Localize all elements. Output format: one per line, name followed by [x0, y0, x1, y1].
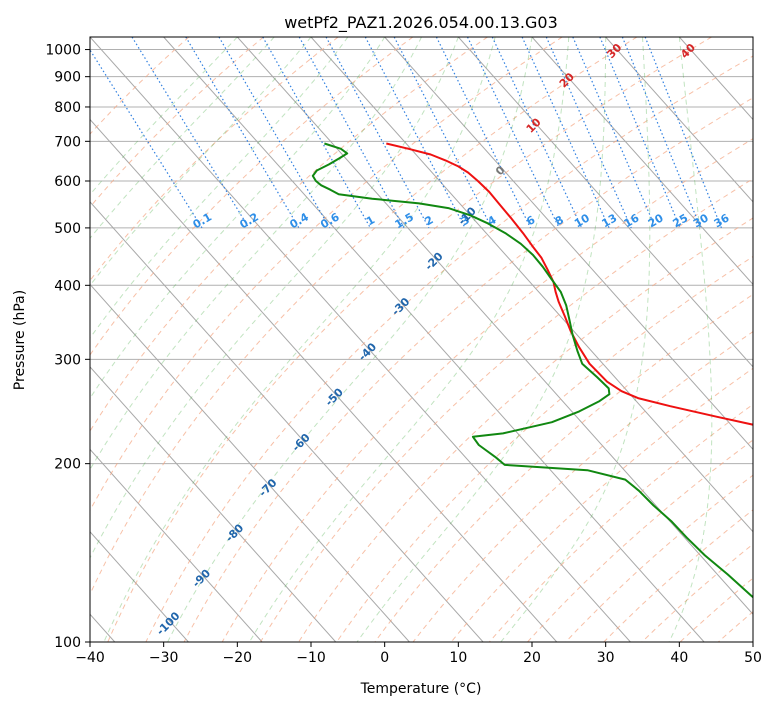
x-tick-label: 40: [670, 650, 688, 666]
isotherm-line: [236, 37, 753, 616]
moist-adiabat-line: [90, 37, 312, 287]
chart-title: wetPf2_PAZ1.2026.054.00.13.G03: [284, 13, 558, 33]
dry-adiabat-line: [298, 217, 753, 642]
mixing-ratio-line: [599, 37, 681, 229]
isotherm-line: [90, 531, 189, 642]
isotherm-line: [457, 37, 753, 368]
y-tick-label: 600: [54, 174, 81, 190]
isotherm-line: [90, 366, 337, 642]
y-axis: 100 200 300 400 500 600 700 800 900 1000: [45, 43, 90, 651]
y-axis-label: Pressure (hPa): [12, 290, 28, 390]
mixing-ratio-line: [131, 37, 250, 229]
profile-series: [311, 142, 753, 599]
x-tick-label: 0: [380, 650, 389, 666]
profile-line-temperature: [386, 142, 753, 426]
moist-adiabat-line: [90, 37, 349, 339]
dry-adiabat-line: [221, 138, 753, 642]
isotherm-line: [90, 118, 558, 642]
dry-adiabat-line: [90, 37, 638, 596]
isotherm-line: [90, 201, 484, 642]
x-axis-label: Temperature (°C): [360, 681, 482, 697]
isotherm-line: [90, 448, 263, 642]
y-tick-label: 400: [54, 278, 81, 294]
x-tick-label: −10: [296, 650, 326, 666]
isotherm-line: [531, 37, 753, 286]
moist-adiabat-line: [90, 37, 459, 559]
moist-adiabat-line: [167, 37, 533, 642]
mixing-ratio-line: [491, 37, 583, 229]
mixing-ratio-line: [435, 37, 532, 229]
moist-adiabat-line: [356, 37, 607, 642]
moist-adiabat-line: [500, 37, 651, 642]
mixing-ratio-line: [521, 37, 610, 229]
moist-adiabat-line: [90, 37, 238, 196]
dry-adiabat-line: [183, 97, 753, 642]
mixing-ratio-line: [466, 37, 560, 229]
moist-adiabat-line: [90, 37, 275, 240]
mixing-ratio-line: [298, 37, 405, 229]
dry-adiabat-line: [107, 37, 712, 642]
mixing-ratio-line: [218, 37, 331, 229]
moist-adiabat-line: [90, 37, 422, 471]
mixing-ratio-line: [90, 48, 203, 229]
moist-adiabat-line: [668, 37, 713, 642]
y-tick-label: 900: [54, 70, 81, 86]
y-tick-label: 500: [54, 221, 81, 237]
dry-adiabat-line: [336, 255, 753, 642]
mixing-ratio-line: [185, 37, 300, 229]
plot-frame: [89, 36, 754, 643]
y-tick-label: 300: [54, 352, 81, 368]
x-tick-label: 30: [597, 650, 615, 666]
y-tick-label: 800: [54, 100, 81, 116]
y-tick-label: 1000: [45, 43, 81, 59]
mixing-ratio-line: [325, 37, 430, 229]
x-tick-label: −30: [149, 650, 179, 666]
dry-adiabat-line: [90, 37, 488, 433]
x-tick-label: −40: [75, 650, 105, 666]
x-axis: −40 −30 −20 −10 0 10 20 30 40 50: [75, 642, 762, 666]
dry-adiabat-line: [90, 37, 264, 208]
isotherm-line: [163, 37, 705, 642]
mixing-ratio-line: [545, 37, 632, 229]
background-lines: [90, 37, 753, 642]
dry-adiabat-line: [90, 37, 563, 512]
isotherm-line: [605, 37, 753, 203]
x-tick-label: 50: [744, 650, 762, 666]
mixing-ratio-line: [572, 37, 657, 229]
moist-adiabat-line: [248, 37, 570, 642]
mixing-ratio-line: [262, 37, 371, 229]
x-tick-label: −20: [223, 650, 253, 666]
isotherm-line: [90, 283, 410, 642]
dry-adiabat-line: [90, 37, 339, 282]
profile-line-dewpoint: [311, 142, 753, 599]
y-tick-label: 700: [54, 134, 81, 150]
moist-adiabat-line: [103, 37, 496, 642]
moist-adiabat-line: [90, 37, 386, 400]
y-tick-label: 200: [54, 457, 81, 473]
isotherm-line: [90, 37, 631, 642]
y-tick-label: 100: [54, 635, 81, 651]
x-tick-label: 20: [523, 650, 541, 666]
x-tick-label: 10: [449, 650, 467, 666]
isotherm-line: [384, 37, 753, 451]
